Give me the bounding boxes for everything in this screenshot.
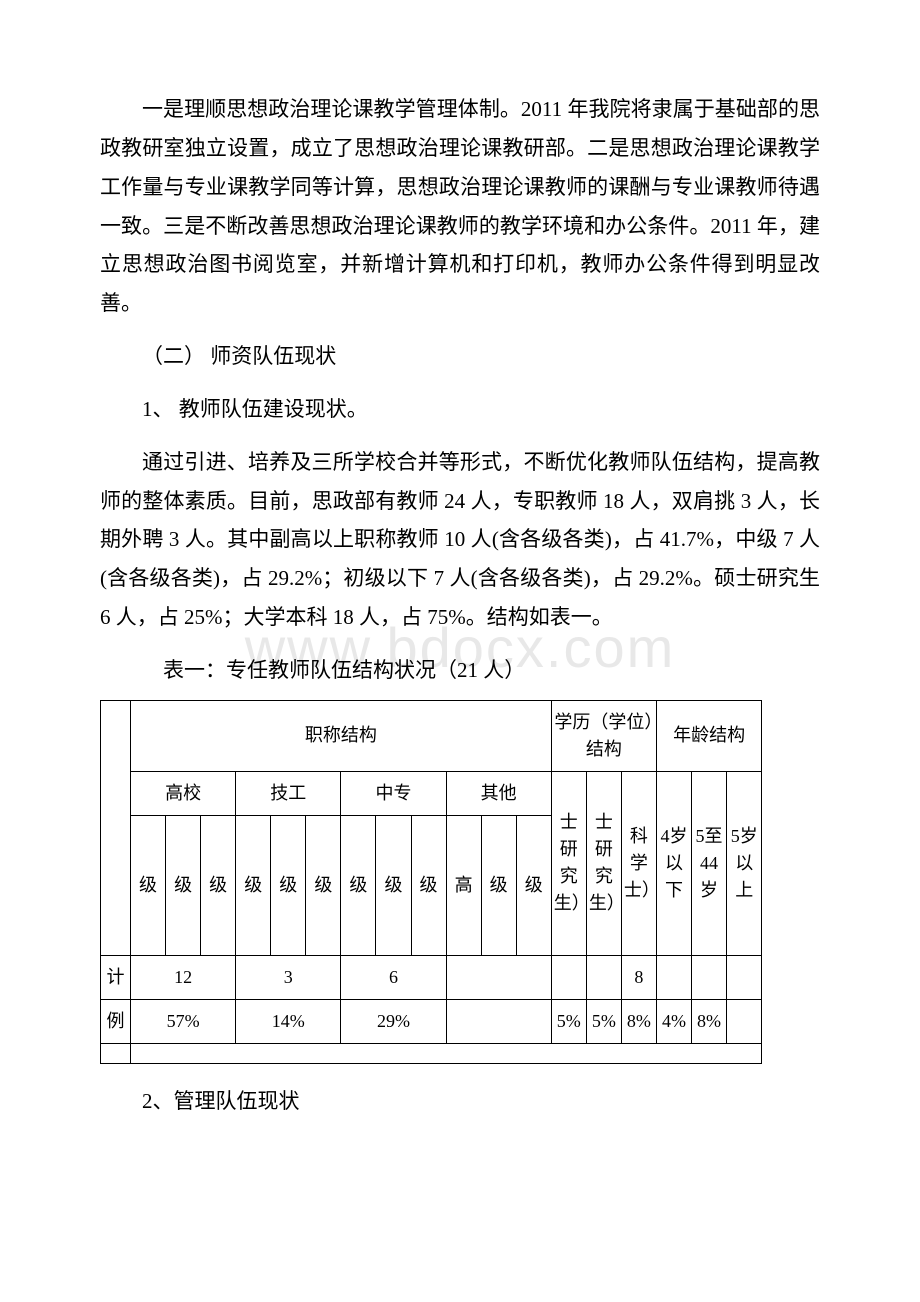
table-cell: 6 (341, 955, 446, 999)
table-cell: 12 (131, 955, 236, 999)
table-cell (656, 955, 691, 999)
table-cell: 5% (551, 999, 586, 1043)
table-cell: 57% (131, 999, 236, 1043)
table-row: 例 57% 14% 29% 5% 5% 8% 4% 8% (101, 999, 762, 1043)
table-cell: 14% (236, 999, 341, 1043)
table-cell: 8% (621, 999, 656, 1043)
table-cell-blank (131, 1043, 762, 1063)
table-col-age2: 5至44岁 (692, 771, 727, 955)
table-col-gao: 高 (446, 815, 481, 955)
teacher-structure-table: 职称结构 学历（学位）结构 年龄结构 高校 技工 中专 其他 士研究生） 士研究… (100, 700, 762, 1064)
table-cell (727, 955, 762, 999)
table-cell (727, 999, 762, 1043)
table-col-ji: 级 (236, 815, 271, 955)
table-col-ke: 科学士） (621, 771, 656, 955)
table-col-ji: 级 (411, 815, 446, 955)
table-cell: 5% (586, 999, 621, 1043)
table-cell-blank (101, 1043, 131, 1063)
table-row-li-label: 例 (101, 999, 131, 1043)
table-col-ji: 级 (271, 815, 306, 955)
table-row: 高校 技工 中专 其他 士研究生） 士研究生） 科学士） 4岁以下 5至44岁 … (101, 771, 762, 815)
table-col-ji: 级 (516, 815, 551, 955)
table-subheader-zhongzhuan: 中专 (341, 771, 446, 815)
table-cell (551, 955, 586, 999)
list-item-2: 2、管理队伍现状 (100, 1082, 820, 1121)
table-cell-blank (101, 700, 131, 955)
paragraph-1: 一是理顺思想政治理论课教学管理体制。2011 年我院将隶属于基础部的思政教研室独… (100, 90, 820, 323)
table-col-ji: 级 (201, 815, 236, 955)
table-header-zhichen: 职称结构 (131, 700, 552, 771)
table-row (101, 1043, 762, 1063)
table-cell (446, 999, 551, 1043)
table-cell: 4% (656, 999, 691, 1043)
table-col-shi2: 士研究生） (586, 771, 621, 955)
table-cell: 8% (692, 999, 727, 1043)
section-heading-2: （二） 师资队伍现状 (100, 337, 820, 376)
table-col-shi1: 士研究生） (551, 771, 586, 955)
table-col-ji: 级 (376, 815, 411, 955)
paragraph-2: 通过引进、培养及三所学校合并等形式，不断优化教师队伍结构，提高教师的整体素质。目… (100, 443, 820, 637)
table-caption: 表一：专任教师队伍结构状况（21 人） (100, 651, 820, 690)
table-cell: 3 (236, 955, 341, 999)
table-cell: 29% (341, 999, 446, 1043)
table-subheader-qita: 其他 (446, 771, 551, 815)
table-col-age3: 5岁以上 (727, 771, 762, 955)
table-header-xueli: 学历（学位）结构 (551, 700, 656, 771)
table-subheader-jigong: 技工 (236, 771, 341, 815)
table-col-ji: 级 (481, 815, 516, 955)
table-subheader-gaoxiao: 高校 (131, 771, 236, 815)
table-col-ji: 级 (131, 815, 166, 955)
table-header-nianling: 年龄结构 (656, 700, 761, 771)
table-row: 职称结构 学历（学位）结构 年龄结构 (101, 700, 762, 771)
table-cell (692, 955, 727, 999)
table-col-age1: 4岁以下 (656, 771, 691, 955)
table-col-ji: 级 (341, 815, 376, 955)
table-row-ji-label: 计 (101, 955, 131, 999)
table-cell (446, 955, 551, 999)
table-row: 计 12 3 6 8 (101, 955, 762, 999)
table-col-ji: 级 (166, 815, 201, 955)
table-cell: 8 (621, 955, 656, 999)
table-col-ji: 级 (306, 815, 341, 955)
list-item-1: 1、 教师队伍建设现状。 (100, 390, 820, 429)
document-content: 一是理顺思想政治理论课教学管理体制。2011 年我院将隶属于基础部的思政教研室独… (100, 90, 820, 1121)
table-cell (586, 955, 621, 999)
